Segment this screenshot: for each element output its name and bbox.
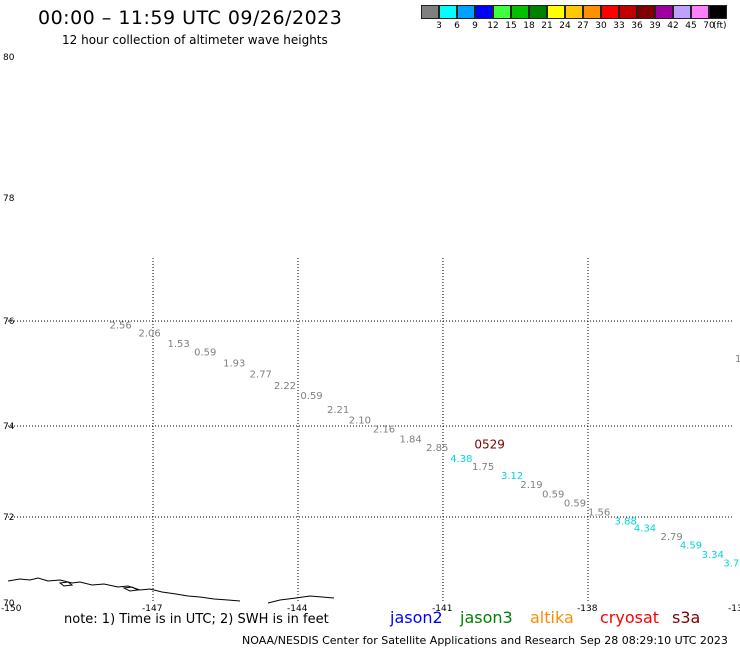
legend-label: 3 bbox=[436, 21, 442, 31]
coastline-island bbox=[58, 581, 74, 587]
legend-label: 36 bbox=[631, 21, 643, 31]
wave-height-reading: 0.59 bbox=[564, 498, 586, 509]
longitude-label: -13 bbox=[728, 604, 740, 614]
latitude-label: 72 bbox=[3, 513, 14, 523]
wave-height-reading: 2.19 bbox=[520, 480, 542, 491]
legend-label: 6 bbox=[454, 21, 460, 31]
latitude-label: 70 bbox=[3, 599, 15, 609]
longitude-label: -147 bbox=[142, 604, 162, 614]
wave-height-reading: 1.75 bbox=[472, 462, 494, 473]
wave-height-reading: 3.12 bbox=[501, 471, 523, 482]
legend-swatch bbox=[547, 5, 565, 19]
legend-label: 27 bbox=[577, 21, 589, 31]
legend-swatch bbox=[691, 5, 709, 19]
wave-height-reading: 2.85 bbox=[426, 443, 448, 454]
legend-label: 18 bbox=[523, 21, 535, 31]
footer-note: note: 1) Time is in UTC; 2) SWH is in fe… bbox=[64, 612, 329, 627]
wave-height-reading: 0.59 bbox=[542, 489, 564, 500]
legend-label: 45 bbox=[685, 21, 697, 31]
wave-height-reading: 1.84 bbox=[400, 434, 422, 445]
legend-swatch bbox=[565, 5, 583, 19]
legend-label: 30 bbox=[595, 21, 607, 31]
satellite-jason2: jason2 bbox=[390, 608, 443, 627]
longitude-label: -138 bbox=[577, 604, 598, 614]
right-edge-reading-fragment: 1 bbox=[735, 354, 740, 365]
wave-height-reading: 2.16 bbox=[373, 425, 395, 436]
legend-swatch bbox=[655, 5, 673, 19]
longitude-label: -150 bbox=[1, 604, 22, 614]
legend-label: 39 bbox=[649, 21, 661, 31]
wave-height-reading: 2.21 bbox=[327, 405, 349, 416]
legend-swatch bbox=[457, 5, 475, 19]
legend-label: 21 bbox=[541, 21, 553, 31]
legend-label: 42 bbox=[667, 21, 679, 31]
map-title: 00:00 – 11:59 UTC 09/26/2023 bbox=[38, 7, 343, 29]
legend-swatch bbox=[511, 5, 529, 19]
satellite-altika: altika bbox=[530, 608, 574, 627]
credit-line: NOAA/NESDIS Center for Satellite Applica… bbox=[242, 634, 576, 647]
wave-height-reading: 2.10 bbox=[349, 416, 371, 427]
legend-swatch bbox=[619, 5, 637, 19]
satellite-cryosat: cryosat bbox=[600, 608, 660, 627]
wave-height-reading: 0.59 bbox=[300, 391, 322, 402]
legend-swatch bbox=[493, 5, 511, 19]
map-subtitle: 12 hour collection of altimeter wave hei… bbox=[62, 33, 328, 47]
coastline-alaska-north-slope bbox=[7, 577, 241, 602]
latitude-label: 74 bbox=[3, 422, 15, 432]
wave-height-reading: 2.06 bbox=[139, 329, 161, 340]
legend-swatch bbox=[439, 5, 457, 19]
wave-height-reading: 4.59 bbox=[680, 541, 702, 552]
legend-swatch bbox=[673, 5, 691, 19]
latitude-label: 76 bbox=[3, 317, 15, 327]
legend-swatch bbox=[529, 5, 547, 19]
satellite-jason3: jason3 bbox=[460, 608, 513, 627]
legend-swatch bbox=[421, 5, 439, 19]
latitude-label: 80 bbox=[3, 53, 15, 63]
wave-height-reading: 3.78 bbox=[723, 559, 740, 570]
coastline-island bbox=[122, 586, 140, 592]
legend-label: 33 bbox=[613, 21, 625, 31]
legend-label: 24 bbox=[559, 21, 571, 31]
wave-height-reading: 0.59 bbox=[194, 347, 216, 358]
legend-swatch bbox=[709, 5, 727, 19]
wave-height-reading: 4.38 bbox=[450, 454, 472, 465]
legend-label: 9 bbox=[472, 21, 478, 31]
generation-timestamp: Sep 28 08:29:10 UTC 2023 bbox=[580, 634, 728, 647]
legend-swatch bbox=[601, 5, 619, 19]
legend-swatch bbox=[583, 5, 601, 19]
legend-swatch bbox=[475, 5, 493, 19]
wave-height-reading: 3.88 bbox=[615, 516, 637, 527]
wave-height-reading: 4.34 bbox=[634, 523, 656, 534]
wave-height-reading: 2.56 bbox=[110, 321, 132, 332]
pass-time-label: 0529 bbox=[474, 437, 505, 451]
latitude-label: 78 bbox=[3, 194, 15, 204]
wave-height-reading: 1.56 bbox=[588, 508, 610, 519]
longitude-label: -144 bbox=[287, 604, 308, 614]
satellite-s3a: s3a bbox=[672, 608, 701, 627]
wave-height-reading: 2.77 bbox=[250, 370, 272, 381]
wave-height-reading: 3.34 bbox=[702, 550, 724, 561]
wave-height-reading: 2.22 bbox=[274, 381, 296, 392]
longitude-label: -141 bbox=[432, 604, 452, 614]
legend-label: 15 bbox=[505, 21, 517, 31]
legend-unit: (ft) bbox=[713, 21, 727, 31]
coastline-yukon bbox=[267, 595, 335, 604]
wave-height-reading: 2.79 bbox=[661, 532, 683, 543]
legend-label: 70 bbox=[703, 21, 715, 31]
legend-swatch bbox=[637, 5, 655, 19]
wave-height-reading: 1.53 bbox=[168, 339, 190, 350]
wave-height-reading: 1.93 bbox=[223, 358, 245, 369]
legend-label: 12 bbox=[487, 21, 499, 31]
